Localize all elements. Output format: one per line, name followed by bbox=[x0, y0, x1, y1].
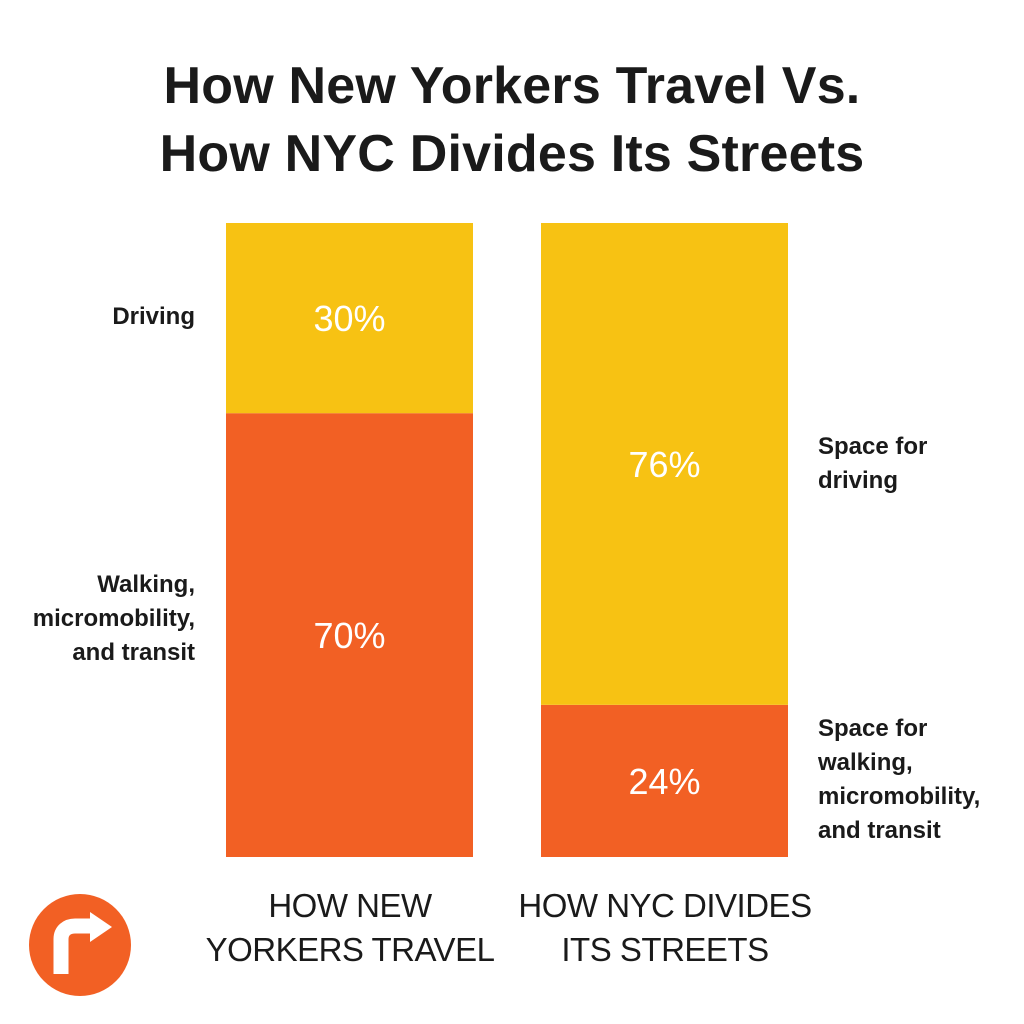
bar-value-label-1-1: 76% bbox=[628, 444, 700, 485]
right-label-walking-line-1: Space for bbox=[818, 715, 928, 742]
chart-title-line-1: How New Yorkers Travel Vs. bbox=[163, 57, 861, 115]
left-label-walking-line-3: and transit bbox=[72, 639, 195, 666]
bar-value-label-0-0: 70% bbox=[313, 615, 385, 656]
category-label-streets: HOW NYC DIVIDES ITS STREETS bbox=[500, 884, 830, 972]
chart-title-line-2: How NYC Divides Its Streets bbox=[159, 125, 865, 183]
bar-segment-0-0 bbox=[226, 413, 473, 857]
right-label-walking-line-2: walking, bbox=[818, 749, 913, 776]
turn-arrow-logo-icon bbox=[29, 894, 131, 996]
bar-segment-1-1 bbox=[541, 223, 788, 705]
bar-segment-0-1 bbox=[226, 223, 473, 414]
right-label-walking: Space for walking, micromobility, and tr… bbox=[818, 712, 980, 848]
left-label-walking: Walking, micromobility, and transit bbox=[33, 568, 195, 670]
right-label-walking-line-3: micromobility, bbox=[818, 783, 981, 810]
right-label-driving-line-2: driving bbox=[818, 467, 899, 494]
bar-value-label-1-0: 24% bbox=[628, 761, 700, 802]
left-label-driving: Driving bbox=[112, 300, 195, 334]
category-label-travel: HOW NEW YORKERS TRAVEL bbox=[200, 884, 500, 972]
left-label-walking-line-1: Walking, bbox=[97, 571, 195, 598]
right-label-driving-line-1: Space for bbox=[818, 433, 928, 460]
bar-segment-1-0 bbox=[541, 704, 788, 857]
left-label-driving-text: Driving bbox=[112, 303, 195, 330]
category-label-travel-line-1: HOW NEW bbox=[268, 887, 432, 924]
category-label-travel-line-2: YORKERS TRAVEL bbox=[205, 931, 495, 968]
left-label-walking-line-2: micromobility, bbox=[32, 605, 195, 632]
chart-title: How New Yorkers Travel Vs. How NYC Divid… bbox=[0, 52, 1024, 188]
category-label-streets-line-1: HOW NYC DIVIDES bbox=[518, 887, 812, 924]
category-label-streets-line-2: ITS STREETS bbox=[561, 931, 769, 968]
right-label-walking-line-4: and transit bbox=[818, 817, 941, 844]
right-label-driving: Space for driving bbox=[818, 430, 927, 498]
bar-value-label-0-1: 30% bbox=[313, 298, 385, 339]
